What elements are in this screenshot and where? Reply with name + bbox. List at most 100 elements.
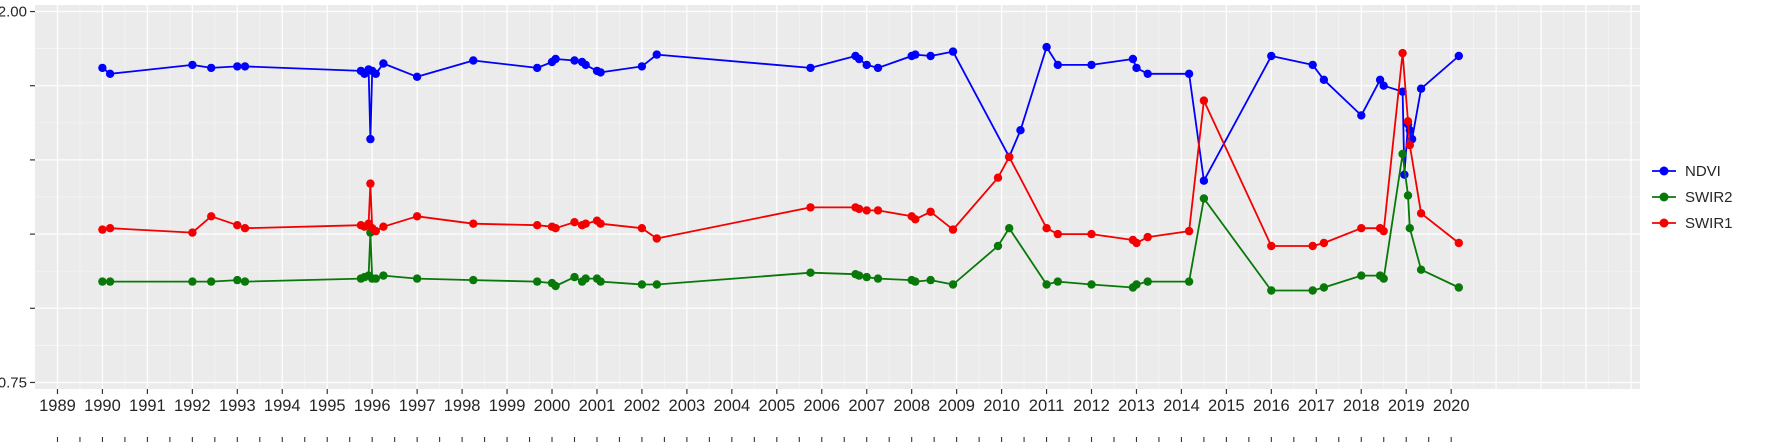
data-point-swir2 bbox=[1042, 280, 1051, 289]
x-tick-label: 2019 bbox=[1388, 397, 1425, 415]
data-point-swir1 bbox=[551, 224, 560, 233]
data-point-ndvi bbox=[207, 63, 216, 73]
x-tick-label: 1991 bbox=[129, 397, 166, 415]
data-point-swir1 bbox=[1199, 96, 1209, 105]
data-point-ndvi bbox=[948, 47, 958, 56]
data-point-ndvi bbox=[873, 63, 883, 73]
data-point-ndvi bbox=[806, 63, 815, 73]
x-tick-label: 2007 bbox=[848, 397, 885, 415]
data-point-swir1 bbox=[469, 219, 478, 228]
grid-minor bbox=[35, 5, 1640, 389]
data-point-swir2 bbox=[596, 277, 605, 286]
data-point-ndvi bbox=[926, 51, 935, 61]
data-point-swir1 bbox=[1308, 241, 1317, 251]
data-point-ndvi bbox=[862, 60, 871, 70]
data-point-swir1 bbox=[412, 212, 422, 221]
data-point-swir2 bbox=[469, 275, 478, 285]
data-point-ndvi bbox=[551, 54, 560, 64]
data-point-ndvi bbox=[469, 56, 478, 65]
legend-key-point bbox=[1659, 218, 1669, 228]
data-point-swir1 bbox=[1357, 224, 1366, 233]
x-tick-label: 2018 bbox=[1343, 397, 1380, 415]
data-point-ndvi bbox=[188, 60, 197, 70]
data-point-ndvi bbox=[1267, 51, 1276, 61]
data-point-swir2 bbox=[1053, 277, 1063, 286]
x-tick-label: 1989 bbox=[39, 397, 76, 415]
data-point-swir1 bbox=[1454, 238, 1464, 248]
data-point-swir1 bbox=[1042, 224, 1051, 233]
data-point-swir1 bbox=[926, 207, 935, 216]
data-point-swir2 bbox=[911, 277, 920, 286]
x-tick-label: 2004 bbox=[713, 397, 750, 415]
data-point-ndvi bbox=[1184, 69, 1194, 79]
series-ndvi bbox=[98, 42, 1464, 185]
data-point-ndvi bbox=[1128, 54, 1138, 64]
data-point-swir1 bbox=[105, 224, 115, 233]
data-point-swir2 bbox=[1357, 271, 1366, 280]
data-point-swir2 bbox=[98, 277, 107, 286]
data-point-swir2 bbox=[1132, 280, 1141, 289]
data-point-swir2 bbox=[1143, 277, 1152, 286]
x-tick-label: 2020 bbox=[1433, 397, 1470, 415]
x-tick-label: 2003 bbox=[669, 397, 706, 415]
data-point-swir2 bbox=[1403, 191, 1413, 200]
data-point-swir1 bbox=[873, 206, 883, 215]
data-point-swir2 bbox=[1405, 224, 1415, 233]
data-point-swir1 bbox=[1416, 209, 1426, 218]
x-tick-label: 1992 bbox=[174, 397, 211, 415]
data-point-swir1 bbox=[1053, 229, 1063, 239]
data-point-ndvi bbox=[379, 59, 388, 68]
legend-label: SWIR2 bbox=[1685, 189, 1733, 206]
data-point-swir2 bbox=[533, 277, 542, 286]
data-point-ndvi bbox=[240, 62, 250, 71]
series-swir1 bbox=[98, 48, 1464, 251]
data-point-swir2 bbox=[1005, 224, 1014, 233]
data-point-swir1 bbox=[948, 225, 958, 234]
x-tick-label: 2011 bbox=[1029, 397, 1064, 415]
data-point-ndvi bbox=[371, 69, 380, 79]
data-point-ndvi bbox=[533, 63, 542, 73]
data-point-swir1 bbox=[366, 179, 375, 188]
data-point-swir2 bbox=[1379, 274, 1388, 283]
data-point-swir2 bbox=[240, 277, 250, 286]
data-point-swir1 bbox=[1184, 226, 1194, 236]
data-point-swir1 bbox=[207, 212, 216, 221]
data-point-swir1 bbox=[1267, 241, 1276, 251]
data-point-ndvi bbox=[570, 56, 579, 65]
legend-item-swir1: SWIR1 bbox=[1652, 215, 1733, 232]
data-point-ndvi bbox=[637, 62, 647, 71]
data-point-ndvi bbox=[1016, 126, 1025, 135]
x-tick-label: 1994 bbox=[264, 397, 301, 415]
data-point-ndvi bbox=[105, 69, 115, 79]
x-tick-label: 2017 bbox=[1298, 397, 1335, 415]
data-point-swir1 bbox=[379, 222, 388, 231]
x-tick-label: 2002 bbox=[624, 397, 661, 415]
data-point-ndvi bbox=[1199, 176, 1209, 185]
data-point-ndvi bbox=[1308, 60, 1317, 70]
data-point-swir1 bbox=[1403, 117, 1413, 126]
x-tick-label: 1997 bbox=[399, 397, 436, 415]
data-point-swir1 bbox=[570, 218, 579, 227]
data-point-ndvi bbox=[1087, 60, 1096, 70]
x-tick-label: 1996 bbox=[354, 397, 391, 415]
data-point-swir1 bbox=[1143, 232, 1152, 242]
data-point-swir2 bbox=[873, 274, 883, 283]
data-point-swir1 bbox=[596, 219, 605, 228]
y-tick-label: 2.00 bbox=[0, 4, 27, 21]
legend-key-point bbox=[1659, 192, 1669, 202]
data-point-swir1 bbox=[862, 206, 871, 215]
data-point-ndvi bbox=[366, 134, 375, 144]
data-point-swir1 bbox=[637, 224, 647, 233]
data-point-swir2 bbox=[993, 241, 1003, 251]
data-point-swir1 bbox=[1132, 238, 1141, 248]
x-tick-label: 1998 bbox=[444, 397, 481, 415]
data-point-swir1 bbox=[98, 225, 107, 234]
data-point-swir2 bbox=[1087, 280, 1096, 289]
data-point-swir2 bbox=[105, 277, 115, 286]
data-point-swir1 bbox=[188, 228, 197, 237]
data-point-swir2 bbox=[412, 274, 422, 283]
data-point-swir1 bbox=[854, 204, 864, 214]
data-point-swir1 bbox=[911, 215, 920, 224]
grid-major bbox=[35, 5, 1640, 389]
